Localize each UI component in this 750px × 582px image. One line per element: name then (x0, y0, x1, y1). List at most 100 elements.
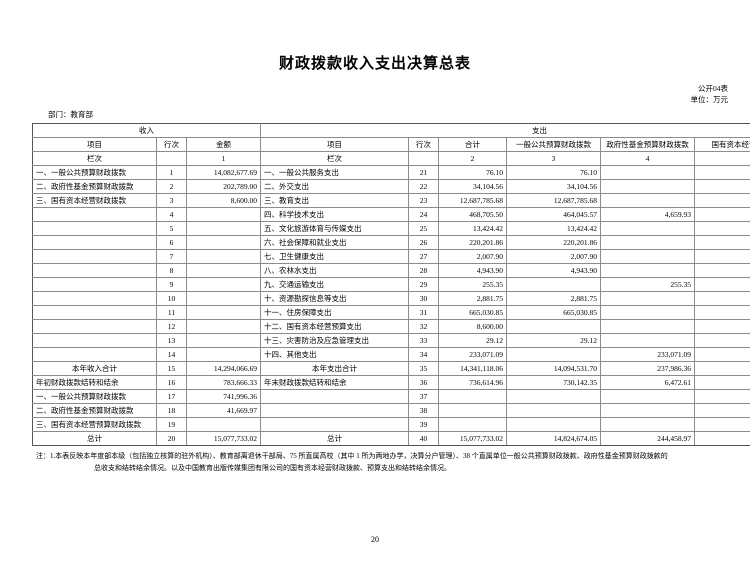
cell-exp-row: 23 (409, 194, 439, 208)
cell-exp-general-public: 464,045.57 (507, 208, 601, 222)
form-meta: 公开04表 单位：万元 (0, 83, 750, 105)
cell-income-amount (187, 250, 261, 264)
header-income-item: 项目 (33, 138, 157, 152)
cell-exp-row: 38 (409, 404, 439, 418)
cell-exp-row: 32 (409, 320, 439, 334)
cell-exp-item (261, 418, 409, 432)
cell-exp-item: 本年支出合计 (261, 362, 409, 376)
cell-exp-gov-fund: 6,472.61 (601, 376, 695, 390)
cell-income-amount: 202,789.00 (187, 180, 261, 194)
cell-exp-total: 2,881.75 (439, 292, 507, 306)
cell-exp-general-public: 2,007.90 (507, 250, 601, 264)
cell-exp-general-public: 76.10 (507, 166, 601, 180)
cell-exp-state-capital (695, 250, 750, 264)
header-exp-state-capital: 国有资本经营预算财政拨款 (695, 138, 750, 152)
cell-income-row: 20 (157, 432, 187, 446)
cell-income-item: 一、一般公共预算财政拨款 (33, 166, 157, 180)
cell-income-row: 16 (157, 376, 187, 390)
cell-exp-general-public: 2,881.75 (507, 292, 601, 306)
header-exp-gov-fund: 政府性基金预算财政拨款 (601, 138, 695, 152)
cell-exp-row: 30 (409, 292, 439, 306)
cell-exp-gov-fund: 244,458.97 (601, 432, 695, 446)
table-group-header-row: 收入 支出 (33, 124, 750, 138)
cell-income-amount (187, 334, 261, 348)
footnote: 注：1.本表反映本年度部本级（包括独立核算的驻外机构）、教育部离退休干部局、75… (0, 451, 750, 474)
form-number: 公开04表 (0, 83, 728, 94)
table-column-number-row: 栏次 1 栏次 2 3 4 (33, 152, 750, 166)
cell-exp-row: 24 (409, 208, 439, 222)
cell-income-row: 1 (157, 166, 187, 180)
header-exp-row: 行次 (409, 138, 439, 152)
cell-exp-state-capital (695, 278, 750, 292)
header-exp-total: 合计 (439, 138, 507, 152)
cell-exp-state-capital (695, 348, 750, 362)
cell-income-item (33, 292, 157, 306)
cell-exp-item: 五、文化旅游体育与传媒支出 (261, 222, 409, 236)
cell-exp-general-public: 13,424.42 (507, 222, 601, 236)
cell-exp-state-capital (695, 418, 750, 432)
group-header-expenditure: 支出 (261, 124, 750, 138)
cell-exp-general-public: 665,030.85 (507, 306, 601, 320)
column-label-income: 栏次 (33, 152, 157, 166)
column-number-income-row (157, 152, 187, 166)
cell-income-item: 二、政府性基金预算财政拨款 (33, 180, 157, 194)
cell-exp-state-capital: 8,600.00 (695, 432, 750, 446)
cell-exp-gov-fund: 233,071.09 (601, 348, 695, 362)
page-title: 财政拨款收入支出决算总表 (0, 52, 750, 73)
cell-income-amount (187, 278, 261, 292)
cell-income-amount: 8,600.00 (187, 194, 261, 208)
cell-exp-total: 4,943.90 (439, 264, 507, 278)
cell-income-row: 11 (157, 306, 187, 320)
cell-income-amount (187, 320, 261, 334)
table-body: 收入 支出 项目 行次 金额 项目 行次 合计 一般公共预算财政拨款 政府性基金… (33, 124, 750, 446)
cell-income-item: 三、国有资本经营财政拨款 (33, 194, 157, 208)
cell-exp-general-public (507, 418, 601, 432)
cell-exp-row: 21 (409, 166, 439, 180)
cell-exp-total: 255.35 (439, 278, 507, 292)
cell-exp-total: 736,614.96 (439, 376, 507, 390)
cell-exp-general-public (507, 320, 601, 334)
cell-exp-row: 40 (409, 432, 439, 446)
cell-income-row: 8 (157, 264, 187, 278)
cell-exp-row: 28 (409, 264, 439, 278)
cell-income-item (33, 334, 157, 348)
cell-income-item: 总计 (33, 432, 157, 446)
cell-exp-state-capital (695, 180, 750, 194)
cell-exp-row: 39 (409, 418, 439, 432)
unit-note: 单位：万元 (0, 94, 728, 105)
cell-exp-state-capital (695, 166, 750, 180)
cell-income-row: 6 (157, 236, 187, 250)
footnote-line-2: 总收支和结转结余情况。以及中国教育出版传媒集团有限公司的国有资本经营财政拨款、预… (36, 463, 724, 475)
cell-exp-row: 34 (409, 348, 439, 362)
cell-exp-item: 年末财政拨款结转和结余 (261, 376, 409, 390)
financial-table: 收入 支出 项目 行次 金额 项目 行次 合计 一般公共预算财政拨款 政府性基金… (32, 123, 750, 446)
cell-exp-row: 26 (409, 236, 439, 250)
cell-exp-row: 29 (409, 278, 439, 292)
cell-exp-total: 220,201.86 (439, 236, 507, 250)
cell-exp-state-capital (695, 334, 750, 348)
cell-income-row: 14 (157, 348, 187, 362)
cell-income-item (33, 348, 157, 362)
cell-exp-state-capital (695, 208, 750, 222)
cell-income-row: 5 (157, 222, 187, 236)
header-income-row: 行次 (157, 138, 187, 152)
cell-income-amount (187, 348, 261, 362)
cell-exp-gov-fund (601, 292, 695, 306)
cell-exp-general-public: 14,094,531.70 (507, 362, 601, 376)
cell-exp-item: 三、教育支出 (261, 194, 409, 208)
cell-income-row: 17 (157, 390, 187, 404)
cell-income-row: 13 (157, 334, 187, 348)
cell-exp-row: 22 (409, 180, 439, 194)
cell-exp-general-public: 29.12 (507, 334, 601, 348)
column-number-income-amount: 1 (187, 152, 261, 166)
cell-exp-state-capital (695, 292, 750, 306)
cell-income-row: 12 (157, 320, 187, 334)
cell-income-item (33, 236, 157, 250)
cell-exp-total: 14,341,118.06 (439, 362, 507, 376)
